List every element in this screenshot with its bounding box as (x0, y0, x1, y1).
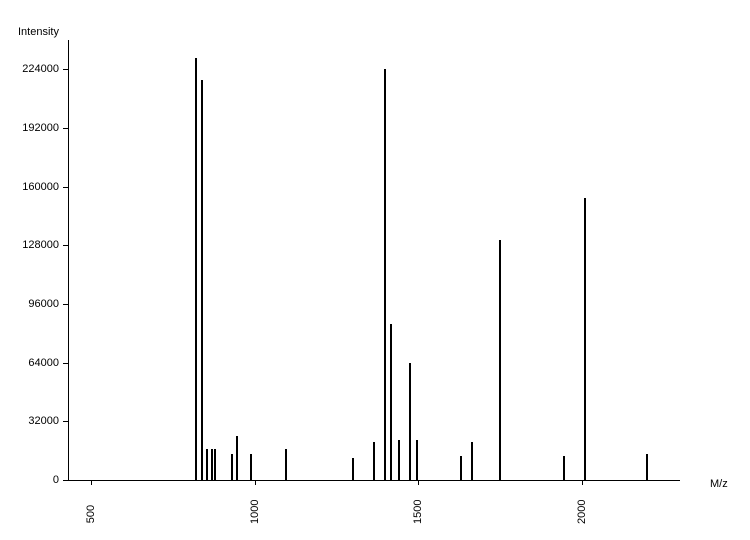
spectrum-peak (384, 69, 386, 480)
spectrum-peak (471, 442, 473, 481)
spectrum-peak (584, 198, 586, 480)
spectrum-peak (563, 456, 565, 480)
spectrum-peak (211, 449, 213, 480)
spectrum-peak (416, 440, 418, 480)
spectrum-peak (285, 449, 287, 480)
y-tick (63, 187, 68, 188)
spectrum-peak (460, 456, 462, 480)
y-tick-label: 192000 (0, 122, 59, 134)
spectrum-peak (206, 449, 208, 480)
y-tick-label: 160000 (0, 181, 59, 193)
y-tick-label: 96000 (0, 298, 59, 310)
spectrum-peak (231, 454, 233, 480)
y-tick-label: 224000 (0, 63, 59, 75)
mass-spectrum-chart: Intensity M/z 0 32000 64000 96000 128000 1600… (0, 0, 750, 540)
spectrum-peak (201, 80, 203, 480)
y-tick (63, 480, 68, 481)
x-tick (582, 480, 583, 485)
y-tick-label: 64000 (0, 357, 59, 369)
spectrum-peak (499, 240, 501, 480)
x-tick (255, 480, 256, 485)
x-tick-label: 500 (85, 504, 97, 524)
y-axis-title: Intensity (18, 26, 59, 38)
x-axis-line (68, 480, 680, 481)
y-tick (63, 421, 68, 422)
y-tick (63, 128, 68, 129)
y-tick-label: 32000 (0, 415, 59, 427)
spectrum-peak (646, 454, 648, 480)
y-tick (63, 304, 68, 305)
spectrum-peak (250, 454, 252, 480)
y-axis-line (68, 40, 69, 480)
x-axis-title: M/z (710, 478, 728, 490)
y-tick (63, 69, 68, 70)
spectrum-peak (195, 58, 197, 480)
spectrum-peak (409, 363, 411, 480)
x-tick-label: 2000 (576, 504, 588, 524)
spectrum-peak (214, 449, 216, 480)
x-tick-label: 1500 (412, 504, 424, 524)
x-tick-label: 1000 (249, 504, 261, 524)
y-tick-label: 128000 (0, 239, 59, 251)
spectrum-peak (236, 436, 238, 480)
y-tick (63, 245, 68, 246)
x-tick (91, 480, 92, 485)
spectrum-peak (352, 458, 354, 480)
x-tick (418, 480, 419, 485)
spectrum-peak (398, 440, 400, 480)
spectrum-peak (390, 324, 392, 480)
y-tick (63, 363, 68, 364)
spectrum-peak (373, 442, 375, 481)
y-tick-label: 0 (0, 474, 59, 486)
